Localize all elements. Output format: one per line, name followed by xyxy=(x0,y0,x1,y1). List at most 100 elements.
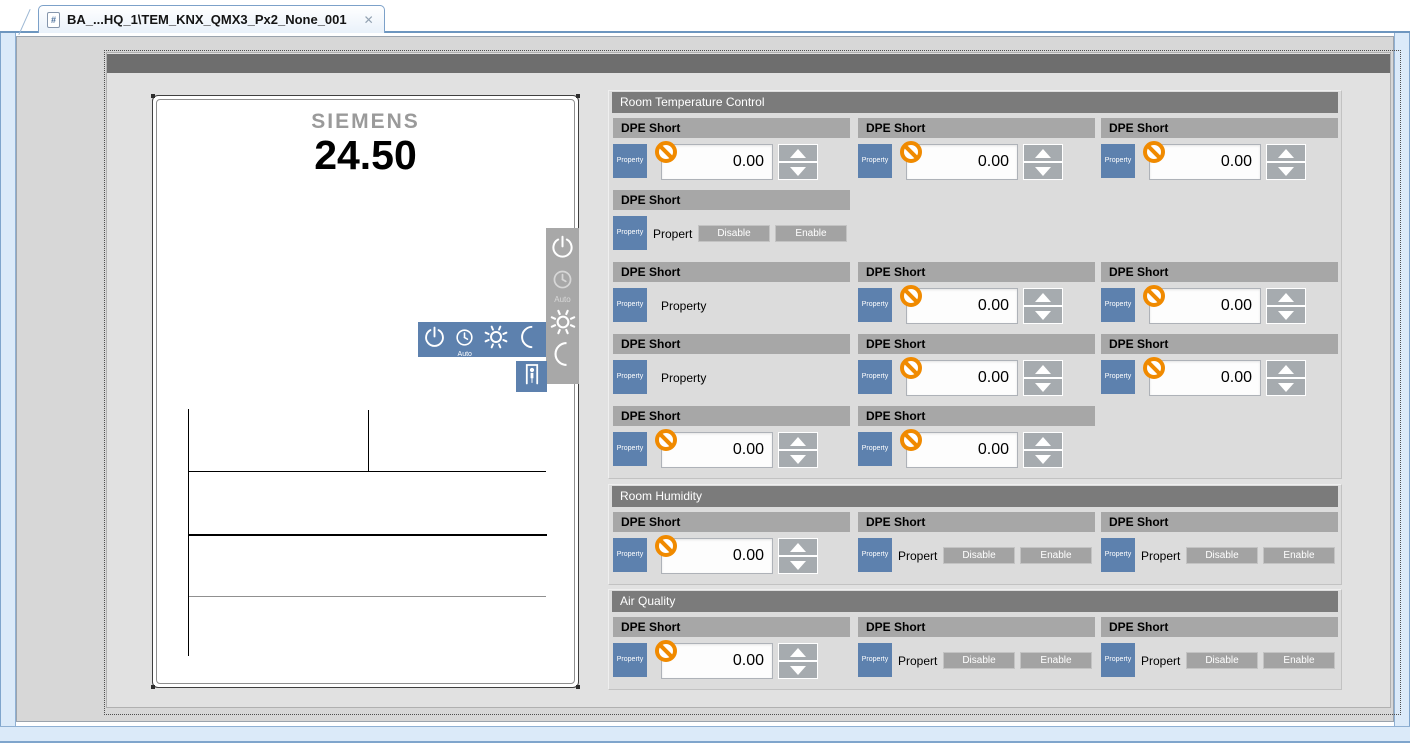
panel-top-bar[interactable] xyxy=(107,54,1390,73)
schematic-vline xyxy=(368,410,369,472)
spinner-down-button[interactable] xyxy=(1267,163,1305,179)
moon-icon[interactable] xyxy=(516,324,542,355)
selection-handle[interactable] xyxy=(576,94,580,98)
spinner-down-button[interactable] xyxy=(1024,379,1062,395)
panel-tab[interactable]: # BA_...HQ_1\TEM_KNX_QMX3_Px2_None_001 ✕ xyxy=(38,5,385,33)
property-button[interactable]: Property xyxy=(1101,144,1135,178)
property-button[interactable]: Property xyxy=(858,538,892,572)
up-arrow-icon xyxy=(1278,148,1294,158)
spinner-up-button[interactable] xyxy=(1024,289,1062,305)
selection-handle[interactable] xyxy=(151,685,155,689)
property-button[interactable]: Property xyxy=(613,288,647,322)
prohibit-slash xyxy=(903,360,919,376)
disable-button[interactable]: Disable xyxy=(1186,547,1258,564)
property-button[interactable]: Property xyxy=(613,538,647,572)
value-input[interactable] xyxy=(906,360,1018,396)
selection-handle[interactable] xyxy=(576,685,580,689)
prohibit-icon xyxy=(655,640,677,662)
value-input[interactable] xyxy=(906,288,1018,324)
value-input[interactable] xyxy=(1149,360,1261,396)
value-input[interactable] xyxy=(1149,144,1261,180)
dpe-header: DPE Short xyxy=(1101,118,1338,138)
enable-button[interactable]: Enable xyxy=(1263,652,1335,669)
property-button[interactable]: Property xyxy=(858,288,892,322)
moon-icon[interactable] xyxy=(546,340,579,373)
dpe-header: DPE Short xyxy=(1101,617,1338,637)
spinner-down-button[interactable] xyxy=(1267,307,1305,323)
property-button[interactable]: Property xyxy=(1101,643,1135,677)
value-input[interactable] xyxy=(661,538,773,574)
sun-icon[interactable] xyxy=(483,324,509,355)
spinner-up-button[interactable] xyxy=(779,433,817,449)
spinner-down-button[interactable] xyxy=(1024,451,1062,467)
spinner-down-button[interactable] xyxy=(779,662,817,678)
section-room-temperature-control: Room Temperature Control DPE Short Propert… xyxy=(608,90,1342,479)
spinner-up-button[interactable] xyxy=(779,644,817,660)
property-button[interactable]: Property xyxy=(858,432,892,466)
spinner-up-button[interactable] xyxy=(779,145,817,161)
spinner-up-button[interactable] xyxy=(1024,145,1062,161)
spinner-down-button[interactable] xyxy=(779,451,817,467)
power-icon[interactable] xyxy=(546,234,579,266)
property-button[interactable]: Property xyxy=(1101,538,1135,572)
property-button[interactable]: Property xyxy=(613,144,647,178)
control-cell: DPE Short Property xyxy=(613,617,850,685)
sun-icon[interactable] xyxy=(546,308,579,341)
up-arrow-icon xyxy=(1035,436,1051,446)
disable-button[interactable]: Disable xyxy=(1186,652,1258,669)
control-group: Property Property xyxy=(613,285,850,329)
property-label: Property xyxy=(661,299,707,313)
down-arrow-icon xyxy=(1035,454,1051,464)
control-group: Property xyxy=(1101,141,1338,185)
occupancy-person-icon[interactable] xyxy=(516,361,547,392)
control-cell: DPE Short Property xyxy=(858,334,1095,402)
spinner-up-button[interactable] xyxy=(1024,361,1062,377)
value-input[interactable] xyxy=(1149,288,1261,324)
value-input[interactable] xyxy=(906,432,1018,468)
disable-button[interactable]: Disable xyxy=(698,225,770,242)
property-button[interactable]: Property xyxy=(858,144,892,178)
spinner-down-button[interactable] xyxy=(1024,307,1062,323)
spinner-up-button[interactable] xyxy=(779,539,817,555)
disable-button[interactable]: Disable xyxy=(943,652,1015,669)
spinner-up-button[interactable] xyxy=(1267,361,1305,377)
value-spinner xyxy=(778,643,818,679)
down-arrow-icon xyxy=(1278,166,1294,176)
spinner-down-button[interactable] xyxy=(1267,379,1305,395)
prohibit-slash xyxy=(903,432,919,448)
enable-button[interactable]: Enable xyxy=(1020,652,1092,669)
value-input[interactable] xyxy=(661,432,773,468)
spinner-down-button[interactable] xyxy=(779,557,817,573)
clock-auto-icon[interactable]: Auto xyxy=(546,268,579,304)
control-cell: DPE Short Property xyxy=(1101,262,1338,330)
value-input[interactable] xyxy=(906,144,1018,180)
enable-button[interactable]: Enable xyxy=(775,225,847,242)
prohibit-icon xyxy=(900,141,922,163)
spinner-down-button[interactable] xyxy=(1024,163,1062,179)
property-button[interactable]: Property xyxy=(613,643,647,677)
close-icon[interactable]: ✕ xyxy=(363,12,374,27)
property-button[interactable]: Property xyxy=(1101,360,1135,394)
property-button[interactable]: Property xyxy=(1101,288,1135,322)
selection-handle[interactable] xyxy=(151,94,155,98)
spinner-up-button[interactable] xyxy=(1267,145,1305,161)
mode-strip-vertical: Auto xyxy=(546,228,579,384)
spinner-down-button[interactable] xyxy=(779,163,817,179)
disable-button[interactable]: Disable xyxy=(943,547,1015,564)
spinner-up-button[interactable] xyxy=(1024,433,1062,449)
down-arrow-icon xyxy=(1278,310,1294,320)
property-button[interactable]: Property xyxy=(613,216,647,250)
property-button[interactable]: Property xyxy=(858,643,892,677)
spinner-up-button[interactable] xyxy=(1267,289,1305,305)
power-icon[interactable] xyxy=(422,325,447,355)
property-button[interactable]: Property xyxy=(613,360,647,394)
property-button[interactable]: Property xyxy=(613,432,647,466)
value-spinner xyxy=(778,432,818,468)
enable-button[interactable]: Enable xyxy=(1263,547,1335,564)
property-button[interactable]: Property xyxy=(858,360,892,394)
enable-button[interactable]: Enable xyxy=(1020,547,1092,564)
clock-auto-icon[interactable]: Auto xyxy=(454,327,475,358)
device-preview-card[interactable]: SIEMENS 24.50 xyxy=(151,94,580,689)
value-input[interactable] xyxy=(661,643,773,679)
value-input[interactable] xyxy=(661,144,773,180)
